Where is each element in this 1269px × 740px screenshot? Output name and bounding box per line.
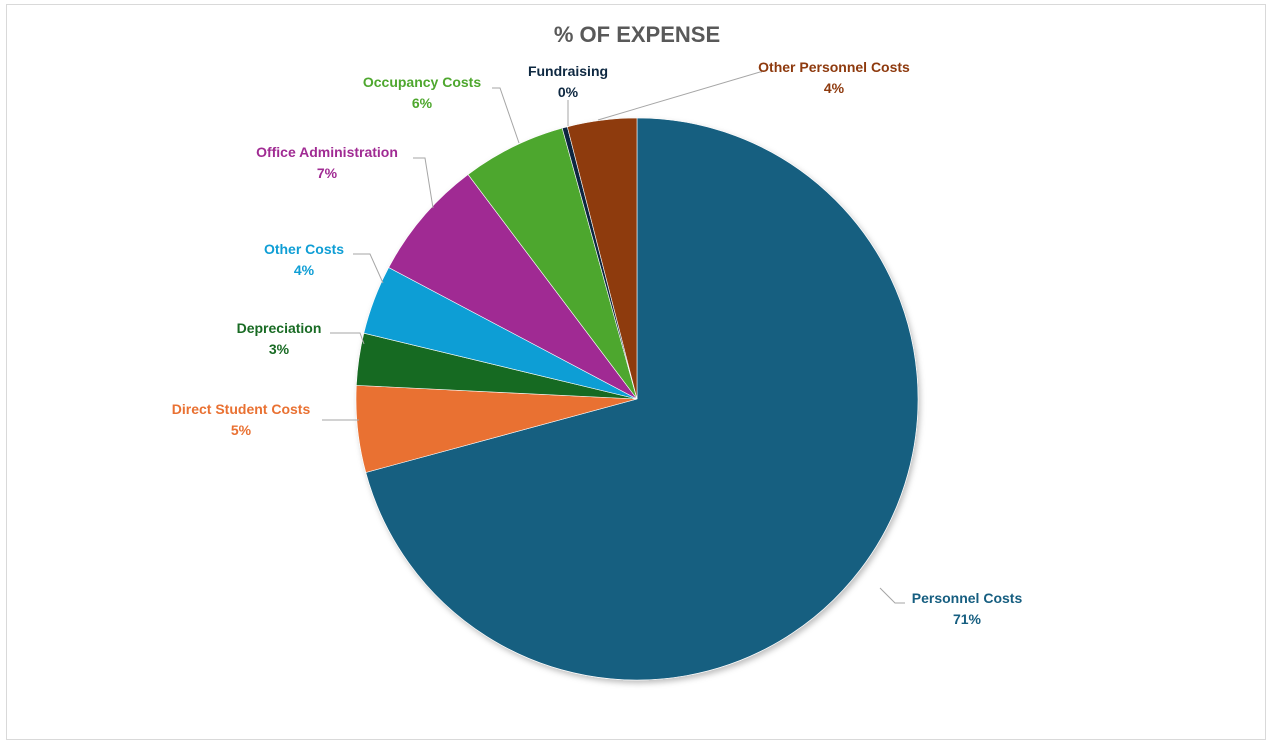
leader-line	[597, 71, 762, 121]
slice-label-percent: 7%	[317, 165, 338, 181]
slice-label-name: Personnel Costs	[912, 590, 1023, 606]
pie-slice-other-personnel-costs	[566, 117, 638, 400]
leader-line	[492, 87, 520, 144]
slice-label-name: Fundraising	[528, 63, 608, 79]
slice-label-name: Depreciation	[237, 320, 322, 336]
leader-line	[353, 253, 384, 284]
slice-label-percent: 71%	[953, 611, 982, 627]
slice-label-percent: 4%	[294, 262, 315, 278]
slice-label-name: Other Personnel Costs	[758, 59, 910, 75]
slice-label-percent: 0%	[558, 84, 579, 100]
slice-label-name: Office Administration	[256, 144, 398, 160]
leader-line	[879, 587, 905, 604]
slice-label-percent: 4%	[824, 80, 845, 96]
slice-label-name: Direct Student Costs	[172, 401, 311, 417]
leader-line	[413, 157, 434, 209]
slice-label-percent: 3%	[269, 341, 290, 357]
chart-title: % OF EXPENSE	[554, 22, 720, 47]
slice-label-name: Other Costs	[264, 241, 344, 257]
slice-label-percent: 5%	[231, 422, 252, 438]
pie-slice-office-administration	[388, 174, 638, 400]
pie-slice-personnel-costs	[365, 117, 919, 681]
slice-label-name: Occupancy Costs	[363, 74, 481, 90]
slice-label-percent: 6%	[412, 95, 433, 111]
leader-line	[330, 332, 365, 345]
